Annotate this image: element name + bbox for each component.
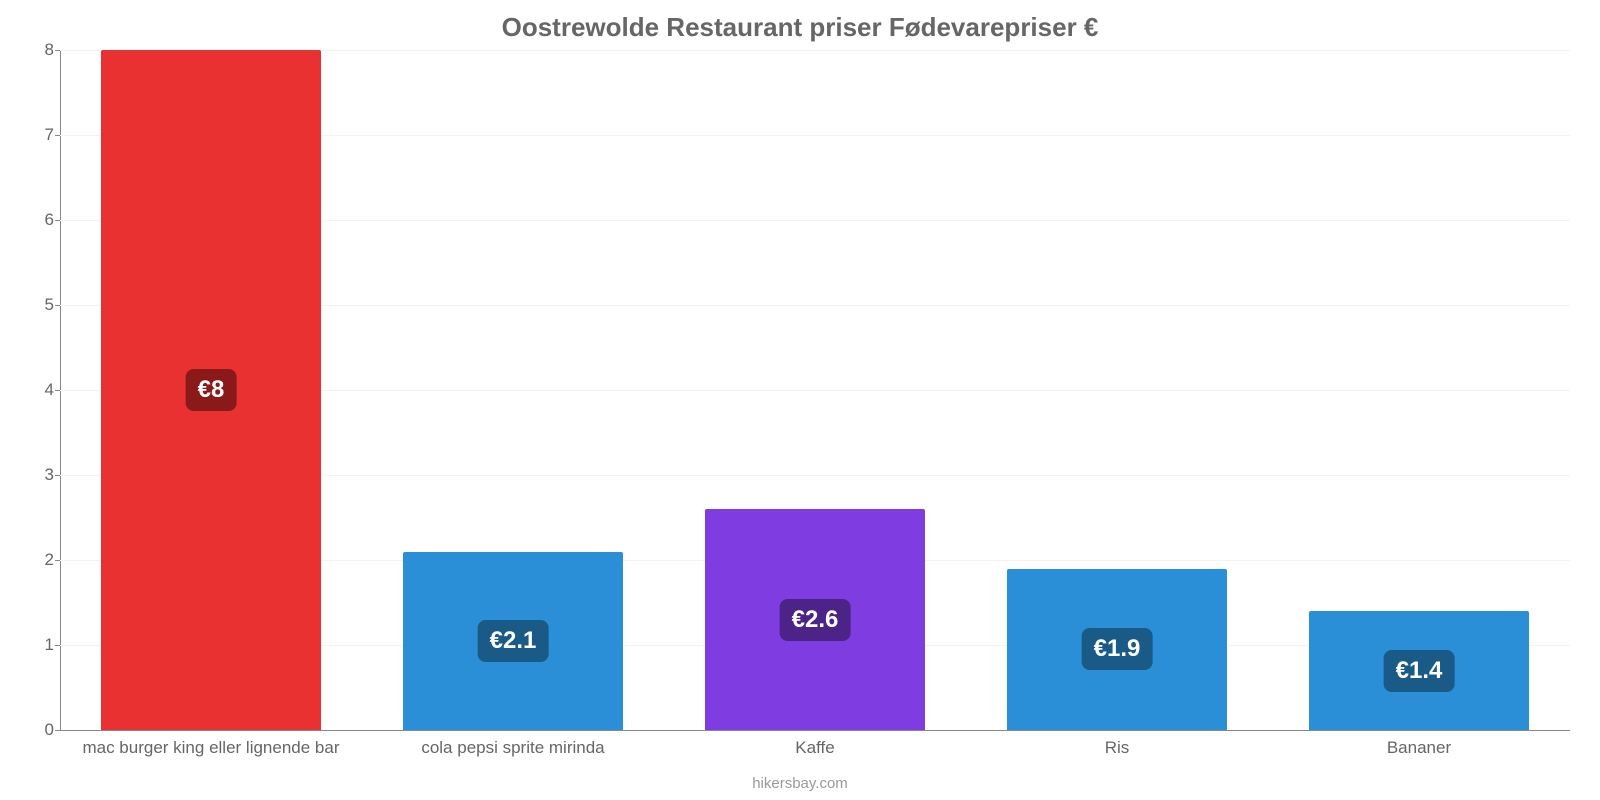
y-tick-mark [55,560,60,561]
bar-value-label: €1.4 [1384,650,1455,692]
chart-title: Oostrewolde Restaurant priser Fødevarepr… [0,0,1600,43]
y-tick-label: 0 [20,720,54,740]
bar-group: €2.1 [403,552,623,731]
y-tick-label: 1 [20,635,54,655]
x-category-label: Kaffe [670,738,960,758]
bar-value-label: €2.6 [780,599,851,641]
bar-value-label: €2.1 [478,620,549,662]
bar-group: €1.9 [1007,569,1227,731]
x-category-label: cola pepsi sprite mirinda [368,738,658,758]
y-tick-label: 4 [20,380,54,400]
y-tick-mark [55,645,60,646]
x-axis [60,730,1570,731]
x-category-label: mac burger king eller lignende bar [66,738,356,758]
y-tick-label: 8 [20,40,54,60]
bar-group: €1.4 [1309,611,1529,730]
y-tick-label: 2 [20,550,54,570]
bar-group: €8 [101,50,321,730]
bar-value-label: €8 [186,369,237,411]
y-tick-mark [55,135,60,136]
y-tick-label: 3 [20,465,54,485]
y-tick-label: 5 [20,295,54,315]
y-tick-mark [55,50,60,51]
price-bar-chart: Oostrewolde Restaurant priser Fødevarepr… [0,0,1600,800]
y-tick-mark [55,390,60,391]
y-tick-mark [55,475,60,476]
y-tick-label: 7 [20,125,54,145]
bar-group: €2.6 [705,509,925,730]
y-tick-mark [55,220,60,221]
x-category-label: Ris [972,738,1262,758]
bar-value-label: €1.9 [1082,628,1153,670]
y-tick-label: 6 [20,210,54,230]
x-category-label: Bananer [1274,738,1564,758]
y-tick-mark [55,730,60,731]
chart-caption: hikersbay.com [0,775,1600,792]
y-tick-mark [55,305,60,306]
